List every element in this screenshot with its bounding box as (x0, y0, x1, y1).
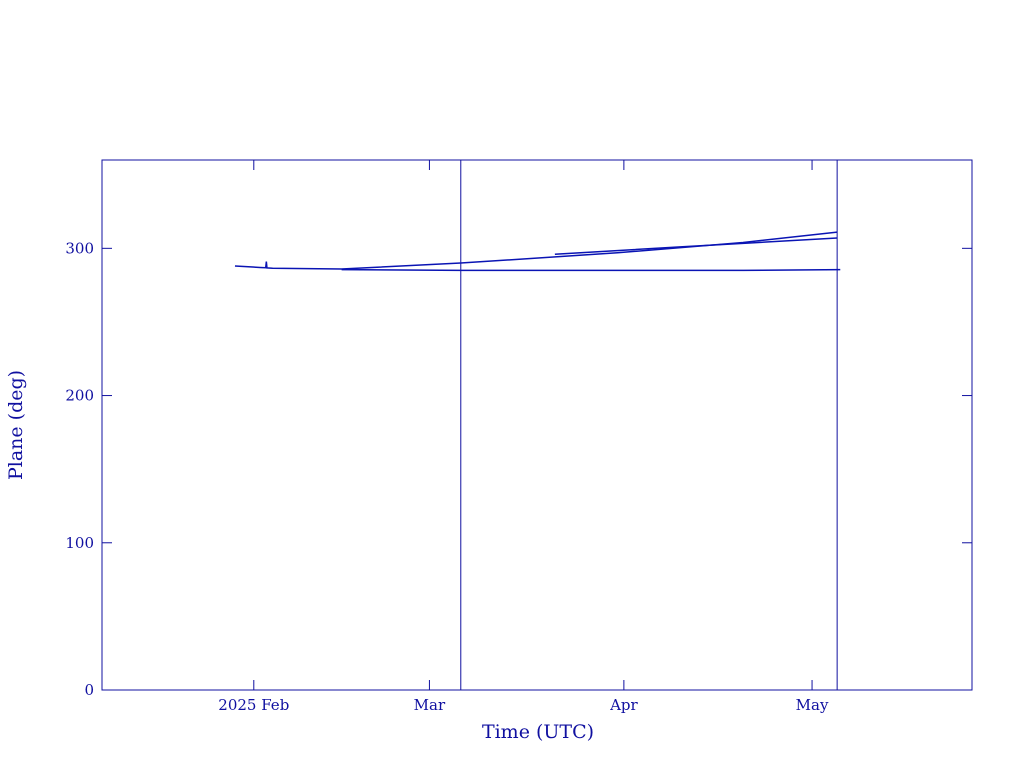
data-line (341, 268, 841, 272)
data-line (234, 231, 838, 270)
y-tick-label: 0 (84, 681, 94, 699)
y-tick-label: 200 (65, 387, 94, 405)
data-line (554, 237, 838, 255)
x-axis-label: Time (UTC) (482, 721, 594, 743)
x-tick-label: 2025 Feb (218, 696, 289, 714)
y-axis-label: Plane (deg) (5, 370, 27, 480)
x-tick-label: Mar (414, 696, 446, 714)
y-tick-label: 100 (65, 534, 94, 552)
plot-frame (101, 159, 973, 691)
y-tick-label: 300 (65, 239, 94, 257)
x-tick-label: Apr (609, 696, 638, 714)
x-tick-label: May (796, 696, 829, 714)
